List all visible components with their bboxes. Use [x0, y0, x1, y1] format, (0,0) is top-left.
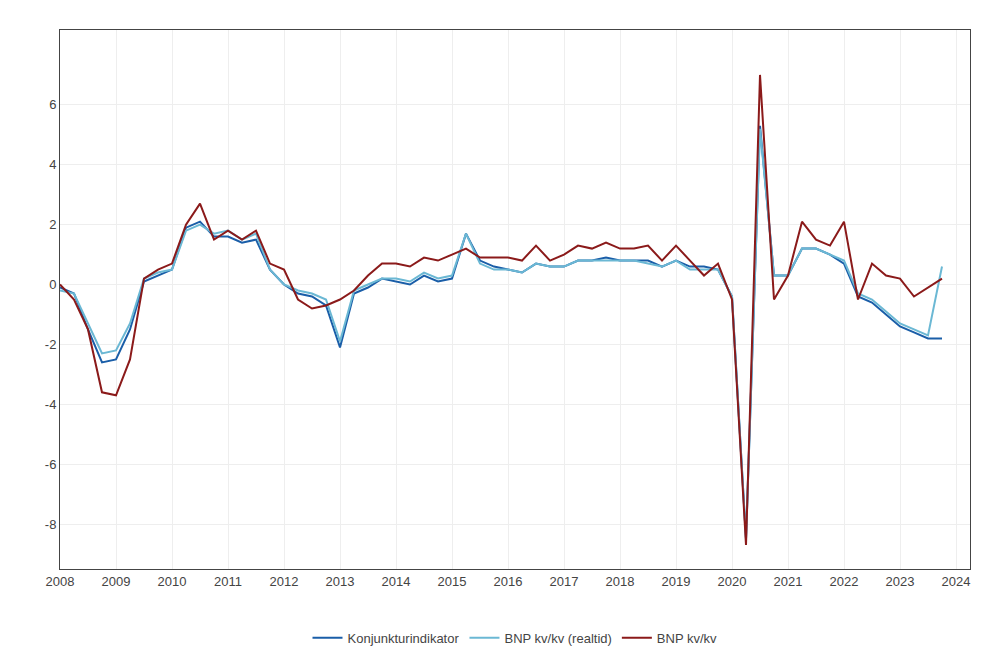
svg-text:2024: 2024	[942, 574, 971, 589]
svg-text:2017: 2017	[550, 574, 579, 589]
svg-text:2012: 2012	[270, 574, 299, 589]
svg-text:2008: 2008	[46, 574, 75, 589]
svg-text:2021: 2021	[774, 574, 803, 589]
svg-text:-4: -4	[45, 397, 57, 412]
svg-text:2013: 2013	[326, 574, 355, 589]
svg-text:BNP kv/kv: BNP kv/kv	[657, 631, 717, 646]
svg-text:2022: 2022	[830, 574, 859, 589]
svg-text:Konjunkturindikator: Konjunkturindikator	[348, 631, 460, 646]
svg-text:6: 6	[49, 97, 56, 112]
svg-text:-2: -2	[45, 337, 57, 352]
svg-text:2019: 2019	[662, 574, 691, 589]
svg-text:-6: -6	[45, 457, 57, 472]
svg-text:2023: 2023	[886, 574, 915, 589]
svg-text:2014: 2014	[382, 574, 411, 589]
svg-text:4: 4	[49, 157, 56, 172]
svg-text:2009: 2009	[102, 574, 131, 589]
svg-text:0: 0	[49, 277, 56, 292]
svg-text:BNP kv/kv (realtid): BNP kv/kv (realtid)	[504, 631, 611, 646]
svg-text:2018: 2018	[606, 574, 635, 589]
svg-text:2020: 2020	[718, 574, 747, 589]
svg-text:2011: 2011	[214, 574, 242, 589]
svg-text:2010: 2010	[158, 574, 187, 589]
svg-text:2015: 2015	[438, 574, 467, 589]
svg-text:2016: 2016	[494, 574, 523, 589]
svg-text:-8: -8	[45, 517, 57, 532]
svg-text:2: 2	[49, 217, 56, 232]
